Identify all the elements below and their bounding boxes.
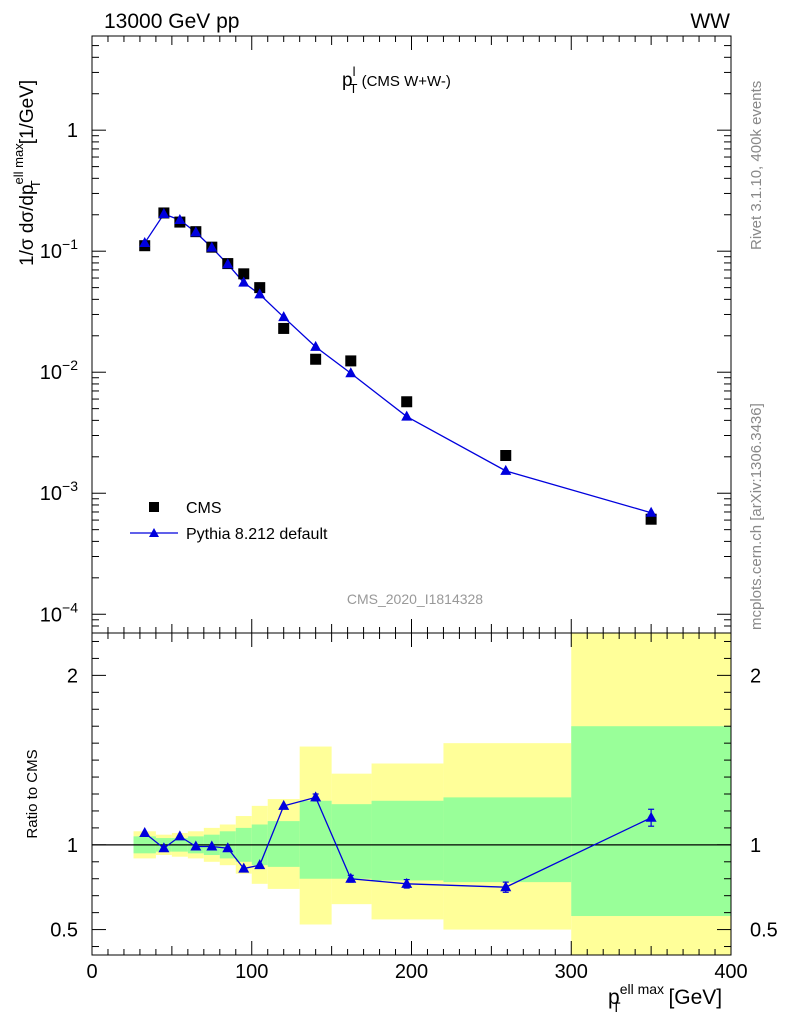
ratio-x-tick-label: 300 — [555, 961, 588, 983]
main-y-tick-exp: −3 — [62, 478, 78, 494]
ratio-pythia-point — [645, 811, 657, 822]
header-right: WW — [690, 10, 730, 33]
legend-pythia-label: Pythia 8.212 default — [186, 526, 328, 543]
main-y-tick-exp: −4 — [62, 599, 78, 615]
main-y-tick-label: 10−2 — [40, 357, 78, 384]
cms-point — [238, 268, 250, 280]
ratio-y-tick-label-left: 2 — [67, 665, 78, 687]
ratio-band-inner — [331, 804, 372, 879]
main-title: pl T (CMS W+W-) — [342, 64, 451, 96]
cms-point — [401, 396, 413, 408]
ratio-x-tick-label: 0 — [86, 961, 97, 983]
ratio-pythia-point — [254, 859, 266, 870]
pythia-point — [345, 367, 357, 378]
ratio-band-inner — [267, 821, 300, 867]
ratio-pythia-point — [190, 840, 202, 851]
ratio-y-tick-label-right: 2 — [750, 665, 761, 687]
main-y-tick-label: 10−4 — [40, 599, 78, 626]
ratio-pythia-point — [500, 881, 512, 892]
ratio-y-tick-label-right: 1 — [750, 835, 761, 857]
main-y-tick-exp: −1 — [62, 236, 78, 252]
pythia-point — [174, 214, 186, 225]
cms-point — [310, 353, 322, 365]
ratio-pythia-point — [158, 842, 170, 853]
main-y-tick-label: 10−3 — [40, 478, 78, 505]
ratio-ylabel: Ratio to CMS — [24, 749, 41, 838]
ratio-pythia-point — [345, 872, 357, 883]
pythia-point — [254, 288, 266, 299]
ratio-pythia-point — [278, 799, 290, 810]
ratio-pythia-point — [174, 830, 186, 841]
pythia-point — [222, 258, 234, 269]
ratio-xlabel-sub: T — [612, 999, 621, 1015]
rivet-label: Rivet 3.1.10, 400k events — [748, 81, 765, 250]
legend: CMS Pythia 8.212 default — [130, 500, 328, 543]
pythia-point — [190, 226, 202, 237]
main-y-tick-base: 10 — [40, 483, 62, 505]
mcplots-label: mcplots.cern.ch [arXiv:1306.3436] — [748, 403, 765, 630]
main-title-rest: (CMS W+W-) — [357, 73, 450, 90]
cms-point — [254, 282, 266, 294]
pythia-line — [144, 213, 652, 514]
main-y-tick-label: 10−1 — [40, 236, 78, 263]
ratio-x-tick-label: 100 — [235, 961, 268, 983]
ratio-band-inner — [299, 800, 332, 879]
ratio-xlabel-sup: ell max — [620, 981, 664, 997]
ratio-x-tick-label: 200 — [395, 961, 428, 983]
pythia-point — [645, 506, 657, 517]
main-title-sup: l — [353, 64, 356, 79]
main-frame — [91, 35, 732, 634]
cms-point — [500, 450, 512, 462]
ratio-y-tick-label-left: 1 — [67, 835, 78, 857]
ratio-band-inner — [443, 797, 572, 883]
pythia-point — [158, 207, 170, 218]
header-left: 13000 GeV pp — [104, 10, 239, 33]
main-ylabel: 1/σ dσ/dpell max T[1/GeV] — [11, 80, 43, 266]
legend-cms-marker — [149, 502, 159, 512]
ratio-pythia-point — [238, 862, 250, 873]
ratio-xlabel: pell max T [GeV] — [608, 981, 722, 1015]
pythia-point — [238, 276, 250, 287]
ratio-xlabel-rest: [GeV] — [663, 986, 723, 1009]
main-y-tick-base: 10 — [40, 362, 62, 384]
main-panel: 10−410−310−210−11 pl T (CMS W+W-) CMS_202… — [11, 35, 732, 634]
cms-point — [278, 322, 290, 334]
legend-pythia-marker — [149, 528, 159, 537]
watermark: CMS_2020_I1814328 — [347, 591, 483, 607]
legend-cms-label: CMS — [186, 500, 222, 517]
ratio-pythia-point — [310, 791, 322, 802]
pythia-point — [310, 340, 322, 351]
main-y-tick-base: 10 — [40, 241, 62, 263]
pythia-point — [401, 410, 413, 421]
ratio-pythia-point — [206, 840, 218, 851]
cms-point — [345, 355, 357, 367]
pythia-point — [500, 464, 512, 475]
ratio-pythia-point — [139, 826, 151, 837]
ratio-band-inner — [371, 800, 444, 881]
ratio-y-tick-label-left: 0.5 — [50, 920, 78, 942]
ratio-pythia-point — [401, 877, 413, 888]
pythia-point — [206, 241, 218, 252]
main-y-tick-exp: −2 — [62, 357, 78, 373]
main-y-tick-base: 10 — [40, 604, 62, 626]
ratio-pythia-point — [222, 842, 234, 853]
cms-point — [645, 513, 657, 525]
main-y-tick-label: 1 — [67, 120, 78, 142]
ratio-y-tick-label-right: 0.5 — [750, 920, 778, 942]
pythia-point — [139, 236, 151, 247]
pythia-point — [278, 311, 290, 322]
ratio-x-tick-label: 400 — [714, 961, 747, 983]
main-title-sub: T — [349, 81, 357, 96]
